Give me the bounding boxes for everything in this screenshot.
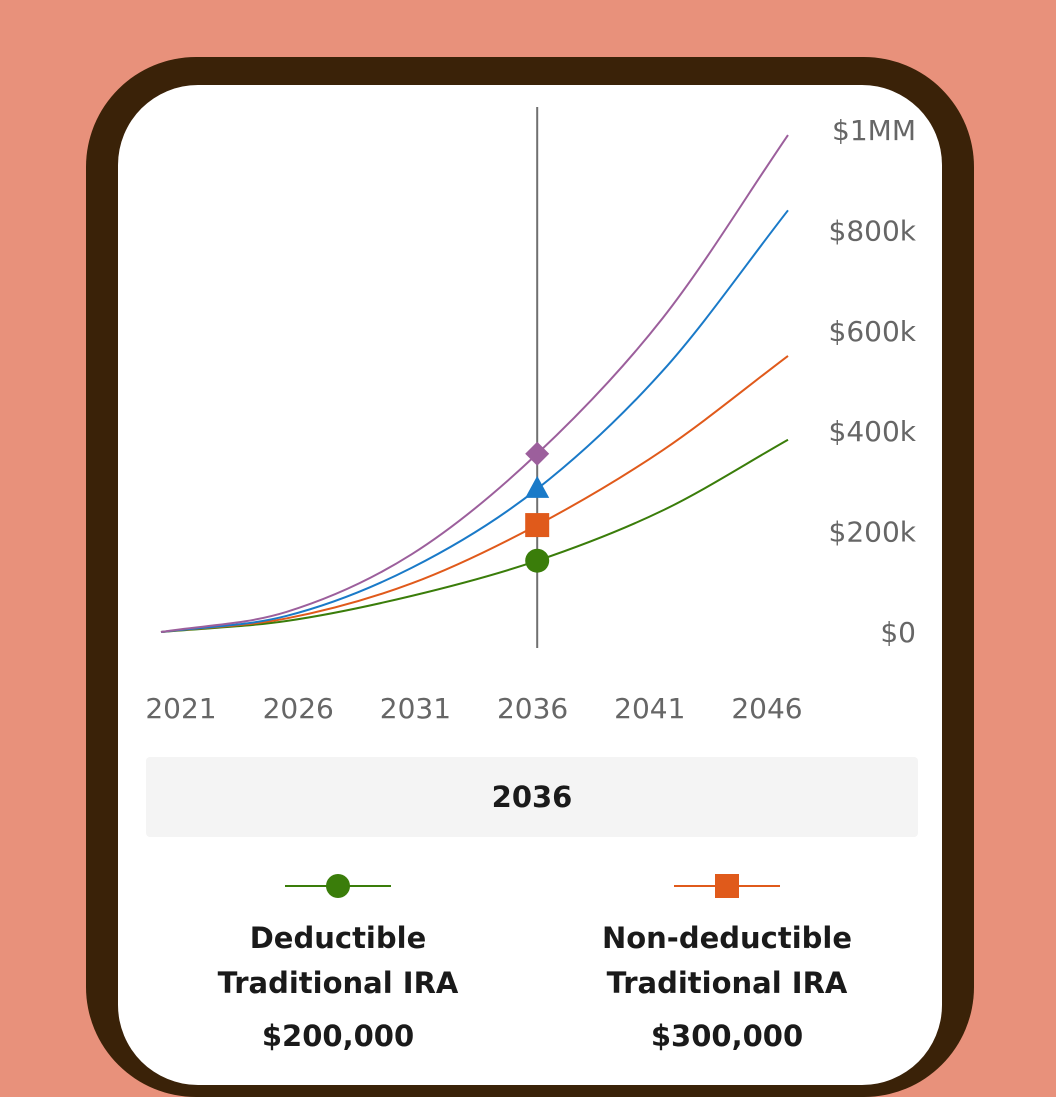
series-lines-layer: [160, 134, 789, 633]
series-marker-series-3: [525, 475, 550, 498]
selected-year-label: 2036: [491, 780, 573, 814]
y-axis-labels: $0 $200k $400k $600k $800k $1MM: [829, 114, 917, 649]
legend-name-line2: Traditional IRA: [606, 966, 848, 1000]
legend-name-non-deductible: Non-deductible Traditional IRA: [567, 916, 887, 1006]
series-markers-layer: [525, 441, 550, 573]
y-tick-label: $0: [880, 616, 916, 649]
series-line-series-3: [160, 209, 789, 633]
x-tick-label: 2021: [145, 692, 216, 725]
x-tick-label: 2026: [263, 692, 334, 725]
y-tick-label: $400k: [829, 415, 917, 448]
growth-chart[interactable]: $0$200k$400k$600k$800k$1MM 2021 2026 2031 2…: [0, 0, 1056, 1056]
y-tick-label: $1MM: [832, 114, 916, 147]
legend-name-line1: Deductible: [249, 921, 427, 955]
legend-value-deductible: $200,000: [261, 1019, 415, 1053]
legend-name-line2: Traditional IRA: [217, 966, 459, 1000]
legend-item-non-deductible: Non-deductible Traditional IRA $300,000: [567, 868, 887, 1059]
y-tick-label: $600k: [829, 315, 917, 348]
series-marker-series-4: [525, 441, 550, 466]
x-tick-label: 2036: [497, 692, 568, 725]
y-tick-label: $800k: [829, 214, 917, 247]
legend-name-deductible: Deductible Traditional IRA: [178, 916, 498, 1006]
legend-item-deductible: Deductible Traditional IRA $200,000: [178, 868, 498, 1059]
x-tick-label: 2041: [614, 692, 685, 725]
series-marker-non-deductible-traditional-ira: [525, 513, 550, 538]
series-line-deductible-traditional-ira: [160, 438, 789, 633]
legend-swatch-non-deductible: [674, 874, 780, 898]
circle-marker-icon: [326, 874, 350, 898]
x-axis-labels: 2021 2026 2031 2036 2041 2046: [145, 692, 802, 725]
square-marker-icon: [715, 874, 739, 898]
legend-swatch-deductible: [285, 874, 391, 898]
phone-screen: [118, 85, 942, 1085]
series-marker-deductible-traditional-ira: [525, 548, 550, 573]
x-tick-label: 2046: [731, 692, 802, 725]
legend-name-line1: Non-deductible: [601, 921, 853, 955]
series-line-non-deductible-traditional-ira: [160, 355, 789, 633]
x-tick-label: 2031: [380, 692, 451, 725]
series-line-series-4: [160, 134, 789, 633]
legend-value-non-deductible: $300,000: [650, 1019, 804, 1053]
selected-year-bar: 2036: [146, 757, 918, 837]
y-tick-label: $200k: [829, 516, 917, 549]
